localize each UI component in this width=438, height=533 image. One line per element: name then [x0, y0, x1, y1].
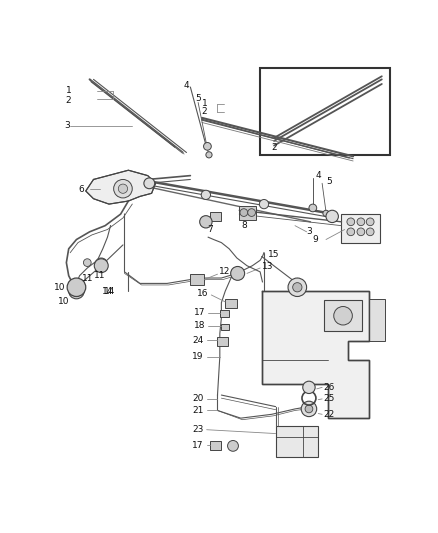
Text: 5: 5	[326, 176, 332, 185]
Circle shape	[334, 306, 352, 325]
Bar	[325, 301, 362, 331]
Text: 11: 11	[94, 271, 106, 280]
Circle shape	[305, 405, 313, 413]
Bar	[210, 212, 221, 221]
Circle shape	[240, 209, 248, 216]
Text: 12: 12	[219, 268, 230, 276]
Text: 20: 20	[192, 394, 204, 403]
Circle shape	[293, 282, 302, 292]
Circle shape	[94, 259, 108, 273]
Text: 2: 2	[202, 107, 208, 116]
Text: 8: 8	[242, 221, 247, 230]
Circle shape	[201, 190, 211, 199]
Bar	[191, 274, 204, 285]
Text: 13: 13	[261, 262, 273, 271]
Bar	[221, 324, 229, 330]
Text: 10: 10	[58, 297, 70, 305]
Bar	[239, 206, 256, 220]
Text: 17: 17	[192, 441, 204, 450]
Circle shape	[144, 178, 155, 189]
Text: 2: 2	[66, 96, 71, 106]
Bar	[225, 299, 237, 308]
Text: 7: 7	[207, 225, 212, 234]
Bar	[210, 441, 221, 450]
Circle shape	[301, 401, 317, 417]
Bar	[276, 426, 318, 457]
Text: 23: 23	[192, 425, 204, 434]
Circle shape	[357, 218, 365, 225]
Circle shape	[288, 278, 307, 296]
Circle shape	[347, 218, 355, 225]
Text: 4: 4	[184, 81, 189, 90]
Circle shape	[67, 278, 86, 296]
Text: 5: 5	[195, 94, 201, 103]
Bar	[369, 299, 385, 341]
Text: 17: 17	[194, 308, 205, 317]
Circle shape	[69, 284, 84, 299]
Circle shape	[83, 259, 91, 266]
Polygon shape	[262, 291, 369, 418]
Text: 24: 24	[192, 336, 204, 345]
Text: 1: 1	[66, 86, 71, 95]
Text: 11: 11	[82, 273, 93, 282]
Circle shape	[204, 142, 211, 150]
Circle shape	[206, 152, 212, 158]
Bar	[342, 214, 380, 244]
Text: 18: 18	[194, 321, 205, 330]
Circle shape	[323, 210, 329, 216]
Text: 3: 3	[64, 121, 70, 130]
Circle shape	[366, 218, 374, 225]
Text: 3: 3	[307, 227, 312, 236]
Text: 6: 6	[78, 185, 84, 194]
Circle shape	[366, 228, 374, 236]
Circle shape	[347, 228, 355, 236]
Circle shape	[259, 199, 268, 209]
Circle shape	[326, 210, 339, 223]
Text: 1: 1	[201, 100, 208, 109]
Text: 21: 21	[192, 406, 204, 415]
Bar	[260, 68, 389, 155]
Polygon shape	[86, 170, 155, 204]
Circle shape	[303, 381, 315, 393]
Text: 15: 15	[268, 251, 279, 260]
Circle shape	[118, 184, 127, 193]
Text: 2: 2	[272, 143, 277, 151]
Circle shape	[113, 180, 132, 198]
Circle shape	[357, 228, 365, 236]
Text: 9: 9	[312, 235, 318, 244]
Text: 4: 4	[315, 171, 321, 180]
Text: 22: 22	[324, 410, 335, 419]
Text: 19: 19	[192, 352, 204, 361]
Circle shape	[95, 258, 107, 270]
Text: 16: 16	[197, 289, 208, 298]
Bar	[218, 337, 228, 346]
Circle shape	[200, 216, 212, 228]
Text: 26: 26	[324, 383, 335, 392]
Circle shape	[309, 204, 317, 212]
Circle shape	[248, 209, 255, 216]
Text: 25: 25	[324, 394, 335, 403]
Circle shape	[231, 266, 245, 280]
Text: 10: 10	[54, 283, 66, 292]
Circle shape	[228, 440, 238, 451]
Bar	[220, 310, 229, 317]
Text: 14: 14	[104, 287, 115, 296]
Text: 14: 14	[102, 287, 113, 296]
